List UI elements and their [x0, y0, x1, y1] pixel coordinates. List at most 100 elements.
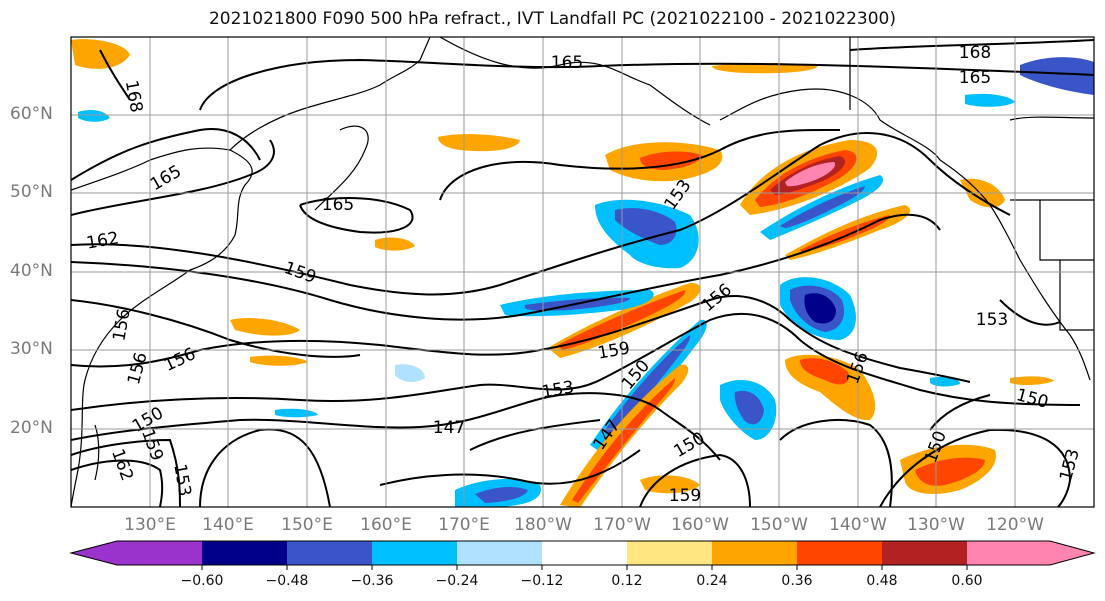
contour-label: 165: [322, 195, 354, 215]
colorbar-bin: [797, 541, 882, 565]
colorbar-tick: −0.48: [265, 573, 309, 589]
lat-label: 20°N: [10, 418, 53, 438]
positive-patch-bl: [640, 475, 700, 494]
colorbar-extend-low: [71, 541, 202, 565]
lon-label: 170°W: [593, 515, 651, 535]
lon-label: 140°E: [202, 515, 254, 535]
colorbar-tick: −0.12: [520, 573, 564, 589]
negative-band-diag-core: [605, 335, 691, 438]
contour-line: [71, 213, 941, 321]
positive-patch-nw: [71, 39, 130, 69]
colorbar-tick: 0.36: [781, 573, 813, 589]
lat-label: 40°N: [10, 261, 53, 281]
positive-patch-w2: [250, 355, 308, 366]
colorbar-tick: 0.48: [866, 573, 898, 589]
positive-patch-w1: [230, 318, 300, 336]
lon-label: 140°W: [829, 515, 887, 535]
colorbar: [69, 540, 1096, 570]
contour-line: [71, 459, 164, 507]
coastline: [1059, 260, 1094, 331]
colorbar-bin: [372, 541, 457, 565]
positive-band-south-core: [572, 378, 676, 503]
lon-label: 160°W: [671, 515, 729, 535]
lon-label: 150°W: [750, 515, 808, 535]
positive-patch-sw-core: [915, 457, 985, 486]
colorbar-bin: [542, 541, 627, 565]
lon-label: 150°E: [281, 515, 333, 535]
negative-patch-e: [930, 376, 960, 387]
positive-patch-n: [712, 63, 818, 74]
positive-n-pac-core: [640, 151, 702, 170]
lon-label: 120°W: [986, 515, 1044, 535]
coastline: [314, 125, 369, 211]
lat-label: 50°N: [10, 182, 53, 202]
contour-label: 165: [551, 53, 583, 73]
contour-line: [71, 295, 971, 383]
coastline: [719, 88, 1091, 381]
negative-patch-w: [395, 364, 425, 382]
contour-line: [199, 428, 331, 507]
coastline: [649, 84, 711, 126]
lat-label: 60°N: [10, 104, 53, 124]
contour-line: [879, 428, 1072, 507]
colorbar-tick: 0.60: [951, 573, 983, 589]
contour-label: 168: [959, 43, 991, 63]
contour-line: [929, 394, 991, 431]
chart-title: 2021021800 F090 500 hPa refract., IVT La…: [208, 9, 896, 29]
negative-low-core: [804, 293, 836, 324]
contours: [71, 39, 1094, 507]
contour-line: [71, 132, 1011, 296]
coastline: [1009, 116, 1094, 121]
colorbar-tick: −0.36: [350, 573, 394, 589]
colorbar-extend-high: [967, 541, 1094, 565]
colorbar-bin: [712, 541, 797, 565]
colorbar-tick: 0.24: [696, 573, 728, 589]
positive-patch-3-core: [800, 358, 849, 385]
coastlines: [71, 37, 1094, 507]
coastline: [229, 37, 431, 151]
coastline: [1039, 200, 1094, 261]
negative-patch-ne: [1020, 57, 1094, 95]
contour-line: [71, 128, 261, 181]
negative-patch-s-core: [475, 486, 528, 503]
negative-patch-ne2: [965, 93, 1015, 107]
positive-band-2-core: [800, 215, 890, 252]
contour-line: [639, 453, 751, 507]
positive-patch-w3: [375, 237, 415, 251]
positive-patch-e: [1010, 376, 1054, 386]
contour-line: [299, 197, 414, 234]
contour-line: [71, 139, 275, 216]
map-frame: [70, 36, 1095, 508]
contour-line: [849, 39, 1094, 51]
contour-line: [999, 299, 1061, 326]
colorbar-outline: [69, 540, 1096, 566]
contour-line: [71, 392, 721, 461]
lon-label: 160°E: [360, 515, 412, 535]
contour-line: [379, 449, 641, 486]
colorbar-bin: [627, 541, 712, 565]
positive-anomaly-peak: [785, 162, 836, 187]
negative-band-ne-core: [780, 186, 865, 228]
contour-label: 165: [959, 68, 991, 88]
contour-label: 153: [976, 310, 1008, 330]
colorbar-bin: [457, 541, 542, 565]
contour-line: [71, 438, 181, 507]
colorbar-bin: [202, 541, 287, 565]
lon-label: 170°E: [438, 515, 490, 535]
negative-patch-nw: [78, 110, 110, 122]
colorbar-bin: [287, 541, 372, 565]
graticule: [71, 37, 1094, 507]
contour-label: 147: [433, 418, 465, 438]
contour-line: [439, 128, 841, 201]
contour-line: [71, 312, 1081, 411]
lon-label: 180°W: [514, 515, 572, 535]
contour-line: [71, 299, 361, 358]
colorbar-tick: −0.60: [180, 573, 224, 589]
colorbar-bin: [882, 541, 967, 565]
colorbar-tick: −0.24: [435, 573, 479, 589]
negative-patch-se-core: [734, 390, 764, 425]
lon-label: 130°E: [124, 515, 176, 535]
contour-label: 159: [669, 486, 701, 506]
coastline: [71, 147, 253, 507]
contour-line: [99, 49, 131, 101]
